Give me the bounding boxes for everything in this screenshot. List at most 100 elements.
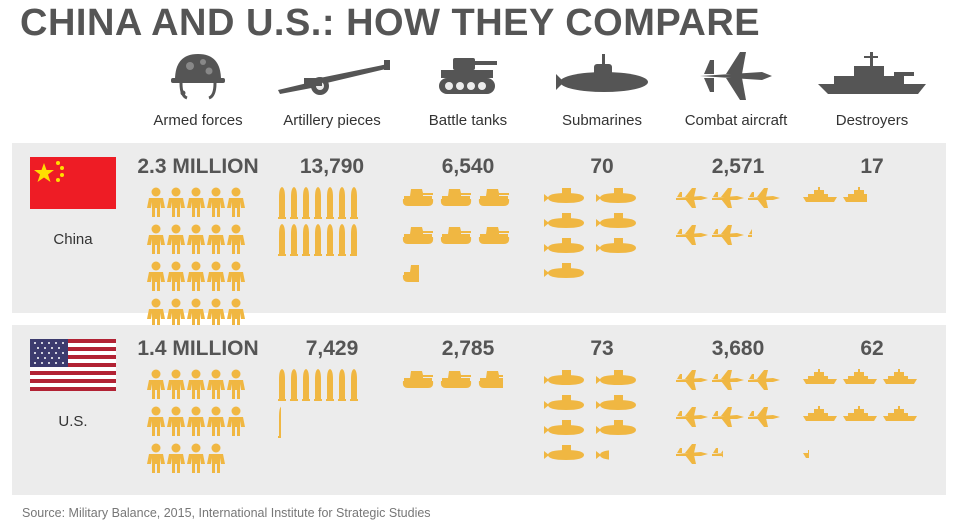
china-artillery-unit-icon	[349, 224, 357, 256]
china-armed-unit-icon	[186, 298, 206, 328]
source-note: Source: Military Balance, 2015, Internat…	[22, 506, 431, 520]
china-artillery-unit-icon	[325, 187, 335, 219]
us-destroyers-unit-icon	[882, 406, 918, 422]
col-head-subs: Submarines	[538, 46, 666, 136]
us-armed-unit-icon	[166, 369, 186, 399]
row-us: U.S. 1.4 MILLION 7,429 2,785 73 3,680 62	[12, 325, 946, 495]
china-aircraft-unit-icon	[747, 187, 781, 209]
us-aircraft-unit-icon	[747, 369, 781, 391]
china-aircraft-unit-icon	[711, 224, 745, 246]
china-aircraft-unit-icon	[711, 187, 745, 209]
us-armed-unit-icon	[226, 369, 246, 399]
china-artillery-unit-icon	[349, 187, 359, 219]
us-flag-icon	[30, 339, 116, 391]
us-aircraft-unit-icon	[711, 406, 745, 428]
china-armed-unit-icon	[226, 298, 246, 328]
china-armed-unit-icon	[166, 187, 186, 217]
us-armed-unit-icon	[186, 406, 206, 436]
us-artillery-unit-icon	[289, 369, 299, 401]
us-destroyers-unit-icon	[882, 369, 918, 385]
china-artillery-unit-icon	[313, 224, 323, 256]
china-armed-unit-icon	[226, 224, 246, 254]
us-aircraft-unit-icon	[675, 443, 709, 465]
us-artillery-unit-icon	[301, 369, 311, 401]
china-subs-unit-icon	[596, 212, 640, 230]
country-name: China	[53, 231, 93, 248]
us-aircraft-unit-icon	[711, 369, 745, 391]
us-tanks-unit-icon	[402, 369, 434, 389]
us-artillery-unit-icon	[325, 369, 335, 401]
china-armed-unit-icon	[146, 261, 166, 291]
china-artillery-unit-icon	[289, 224, 299, 256]
us-armed-unit-icon	[166, 443, 186, 473]
us-aircraft-unit-icon	[675, 406, 709, 428]
china-artillery-unit-icon	[301, 224, 311, 256]
china-flag-icon	[30, 157, 116, 209]
china-destroyers-value: 17	[860, 155, 884, 178]
col-label-aircraft: Combat aircraft	[684, 112, 788, 129]
china-armed-unit-icon	[186, 224, 206, 254]
china-destroyers-unit-icon	[802, 187, 838, 203]
china-tanks-unit-icon	[402, 225, 434, 245]
china-armed-unit-icon	[166, 298, 186, 328]
row-china: China 2.3 MILLION 13,790 6,540 70 2,571 17	[12, 143, 946, 365]
tank-icon	[439, 58, 497, 94]
china-artillery-value: 13,790	[299, 155, 365, 178]
china-armed-unit-icon	[166, 224, 186, 254]
china-subs-unit-icon	[544, 262, 588, 280]
col-label-destroyers: Destroyers	[835, 112, 909, 129]
us-armed-unit-icon	[206, 406, 226, 436]
china-artillery-unit-icon	[289, 187, 299, 219]
china-armed-unit-icon	[146, 298, 166, 328]
us-destroyers-unit-icon	[802, 369, 838, 385]
us-tanks-value: 2,785	[441, 337, 495, 360]
us-subs-unit-icon	[596, 369, 640, 387]
us-subs-unit-icon	[544, 419, 588, 437]
submarine-icon	[556, 54, 648, 92]
us-artillery-unit-icon	[277, 369, 287, 401]
us-armed-unit-icon	[146, 443, 166, 473]
china-tanks-unit-icon	[440, 187, 472, 207]
china-armed-unit-icon	[146, 187, 166, 217]
us-artillery-unit-icon	[277, 406, 282, 438]
china-armed-unit-icon	[206, 187, 226, 217]
chart-title: CHINA AND U.S.: HOW THEY COMPARE	[20, 2, 761, 44]
destroyer-ship-icon	[818, 52, 926, 94]
china-aircraft-unit-icon	[675, 187, 709, 209]
col-head-armed: Armed forces	[134, 46, 262, 136]
us-subs-unit-icon	[544, 444, 588, 462]
china-armed-unit-icon	[226, 261, 246, 291]
us-destroyers-unit-icon	[842, 406, 878, 422]
china-tanks-unit-icon	[440, 225, 472, 245]
us-aircraft-value: 3,680	[711, 337, 765, 360]
col-head-artillery: Artillery pieces	[268, 46, 396, 136]
us-armed-unit-icon	[226, 406, 246, 436]
col-label-subs: Submarines	[561, 112, 643, 129]
us-destroyers-unit-icon	[802, 443, 810, 459]
china-subs-unit-icon	[596, 237, 640, 255]
china-armed-unit-icon	[206, 261, 226, 291]
us-armed-unit-icon	[166, 406, 186, 436]
china-aircraft-value: 2,571	[711, 155, 765, 178]
china-armed-unit-icon	[206, 224, 226, 254]
us-tanks-unit-icon	[440, 369, 472, 389]
china-subs-value: 70	[590, 155, 614, 178]
china-artillery-unit-icon	[325, 224, 335, 256]
col-head-aircraft: Combat aircraft	[672, 46, 800, 136]
us-destroyers-unit-icon	[802, 406, 838, 422]
us-artillery-unit-icon	[349, 369, 359, 401]
china-armed-unit-icon	[186, 187, 206, 217]
china-tanks-unit-icon	[402, 263, 420, 283]
china-armed-unit-icon	[226, 187, 246, 217]
soldier-helmet-icon	[171, 54, 225, 100]
fighter-jet-icon	[700, 52, 772, 100]
china-tanks-unit-icon	[402, 187, 434, 207]
us-subs-unit-icon	[596, 419, 640, 437]
us-aircraft-unit-icon	[675, 369, 709, 391]
us-armed-unit-icon	[186, 369, 206, 399]
china-tanks-unit-icon	[478, 187, 510, 207]
us-armed-unit-icon	[186, 443, 206, 473]
us-aircraft-unit-icon	[711, 443, 724, 465]
us-subs-unit-icon	[544, 394, 588, 412]
china-destroyers-unit-icon	[842, 187, 868, 203]
